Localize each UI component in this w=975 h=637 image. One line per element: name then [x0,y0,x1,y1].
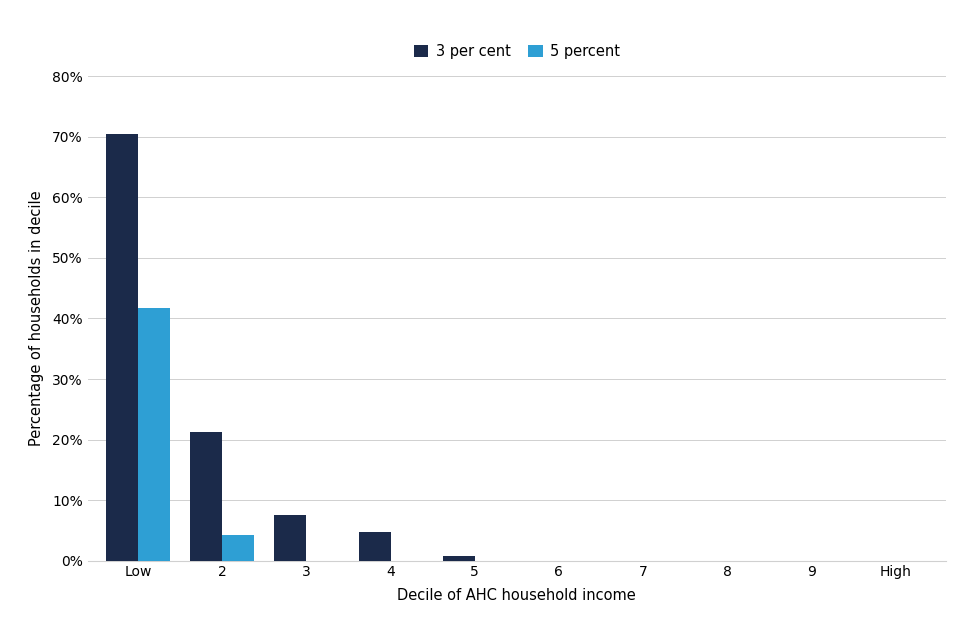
Bar [275,515,306,561]
Bar [222,534,254,561]
Bar [443,555,475,561]
Bar [138,308,171,561]
Y-axis label: Percentage of households in decile: Percentage of households in decile [29,190,44,447]
Bar [190,432,222,561]
Bar [106,134,138,561]
X-axis label: Decile of AHC household income: Decile of AHC household income [398,588,636,603]
Bar [359,532,391,561]
Legend: 3 per cent, 5 percent: 3 per cent, 5 percent [413,45,620,59]
